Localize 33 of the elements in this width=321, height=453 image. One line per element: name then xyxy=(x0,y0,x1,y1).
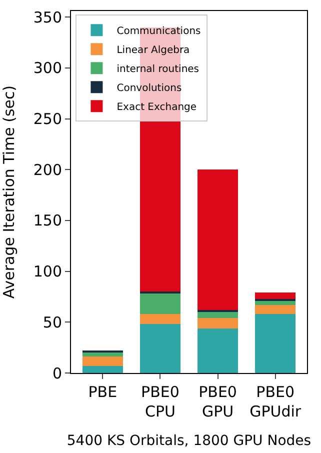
bar xyxy=(255,314,296,373)
legend-label: Exact Exchange xyxy=(116,102,197,114)
y-tick-label: 0 xyxy=(52,364,62,382)
bar xyxy=(198,312,238,318)
bar xyxy=(82,366,123,373)
bar xyxy=(198,170,238,310)
bar xyxy=(82,356,123,366)
bar xyxy=(255,304,296,314)
bar xyxy=(140,324,180,373)
bar xyxy=(140,314,180,324)
y-tick-label: 50 xyxy=(42,313,62,332)
x-tick-label: PBE xyxy=(88,383,118,401)
x-tick-label: PBE0 GPU xyxy=(198,383,237,420)
x-tick-label: PBE0 GPUdir xyxy=(250,383,302,420)
y-axis-title: Average Iteration Time (sec) xyxy=(0,85,18,299)
legend-label: internal routines xyxy=(116,64,200,76)
bar xyxy=(82,352,123,357)
y-tick-label: 250 xyxy=(33,110,62,128)
bar xyxy=(198,318,238,328)
bar xyxy=(255,300,296,305)
legend-label: Convolutions xyxy=(116,83,182,94)
y-tick-label: 100 xyxy=(33,262,62,281)
legend-label: Linear Algebra xyxy=(116,45,190,56)
legend-label: Communications xyxy=(116,26,201,38)
y-tick-label: 150 xyxy=(33,212,62,230)
x-axis-title: 5400 KS Orbitals, 1800 GPU Nodes xyxy=(66,432,312,449)
y-tick-label: 300 xyxy=(33,59,62,78)
bar xyxy=(255,292,296,299)
bar xyxy=(198,328,238,373)
bar xyxy=(140,294,180,314)
x-tick-label: PBE0 CPU xyxy=(141,383,180,420)
y-tick-label: 350 xyxy=(33,8,62,26)
y-tick-label: 200 xyxy=(33,160,62,179)
